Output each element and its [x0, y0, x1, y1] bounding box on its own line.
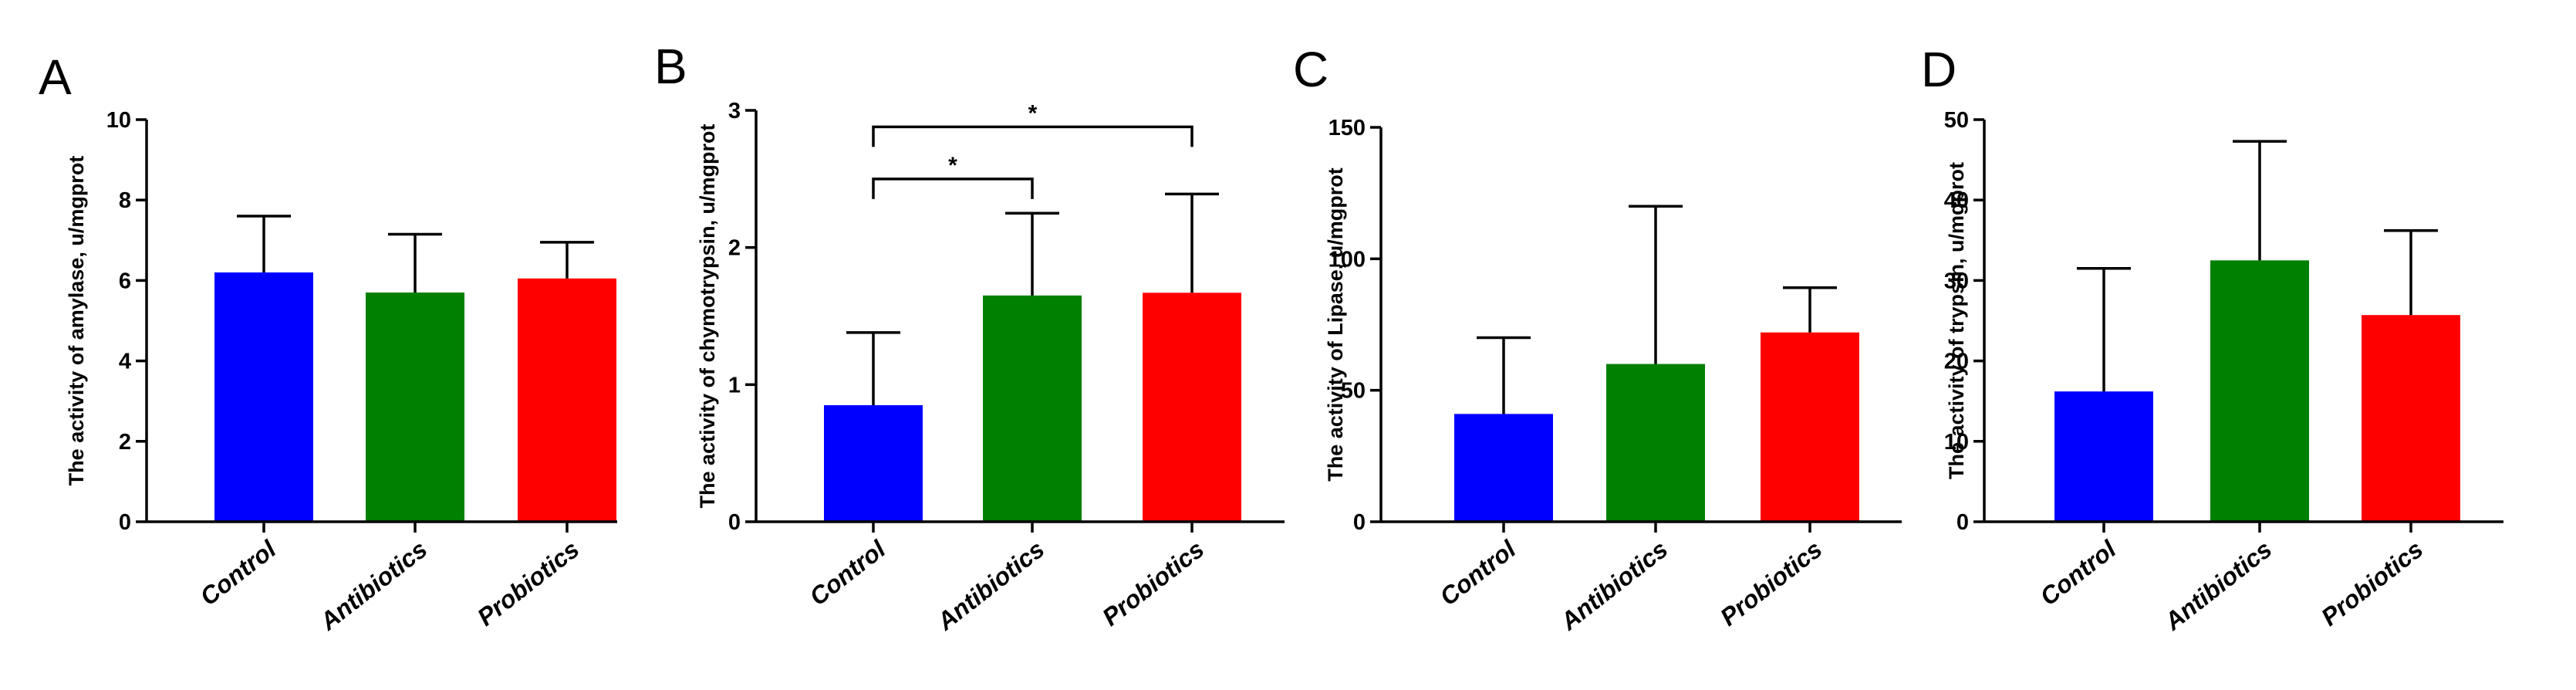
y-tick-label: 30	[1944, 269, 1969, 293]
y-tick-label: 0	[119, 510, 131, 535]
panel-d: D The activity of trypsin, u/mgprot 0 10 20 3…	[1921, 42, 2503, 636]
y-axis-label: The activity of trypsin, u/mgprot	[1945, 162, 1968, 479]
panel-letter: A	[39, 49, 72, 105]
x-tick-label: Antibiotics	[2159, 535, 2277, 636]
x-tick-label: Probiotics	[1097, 535, 1209, 631]
panel-letter: C	[1293, 42, 1329, 97]
y-axis-label: The activity of Lipase, u/mgprot	[1324, 167, 1347, 482]
y-tick-label: 100	[1329, 247, 1366, 272]
x-tick-label: Control	[1435, 534, 1522, 611]
y-axis-label: The activity of chymotrypsin, u/mgprot	[696, 123, 719, 508]
y-tick-label: 1	[728, 373, 741, 397]
y-tick-label: 3	[728, 99, 741, 123]
x-tick-label: Probiotics	[2316, 535, 2428, 631]
y-tick-label: 10	[1944, 430, 1969, 455]
y-tick-label: 0	[1956, 510, 1969, 535]
bar-control	[214, 272, 313, 522]
panel-a: A The activity of amylase, u/mgprot 0 2 4 6 8 1…	[39, 49, 617, 636]
bar-antibiotics	[1606, 364, 1705, 522]
y-tick-label: 20	[1944, 350, 1969, 374]
bar-antibiotics	[983, 295, 1082, 522]
y-tick-label: 4	[119, 350, 131, 374]
y-tick-label: 40	[1944, 188, 1969, 213]
y-tick-label: 50	[1341, 379, 1366, 404]
y-tick-label: 2	[728, 236, 741, 261]
x-tick-label: Probiotics	[1715, 535, 1827, 631]
bar-probiotics	[1143, 293, 1241, 522]
x-tick-label: Control	[805, 534, 892, 611]
y-axis-label: The activity of amylase, u/mgprot	[65, 156, 88, 486]
x-tick-label: Antibiotics	[1555, 535, 1673, 636]
y-tick-label: 50	[1944, 108, 1969, 133]
y-tick-label: 150	[1329, 116, 1366, 140]
bar-antibiotics	[366, 293, 464, 522]
significance-bracket	[872, 125, 1193, 147]
x-tick-label: Antibiotics	[314, 535, 432, 636]
y-tick-label: 6	[119, 269, 131, 293]
panel-letter: B	[654, 39, 687, 94]
bar-probiotics	[2362, 315, 2460, 522]
y-tick-label: 0	[728, 510, 741, 535]
x-tick-label: Control	[195, 534, 282, 611]
bar-control	[824, 404, 923, 522]
x-tick-label: Probiotics	[472, 535, 584, 631]
y-tick-label: 8	[119, 188, 131, 213]
x-tick-label: Antibiotics	[931, 535, 1049, 636]
bar-antibiotics	[2210, 260, 2309, 522]
y-tick-label: 0	[1353, 510, 1366, 535]
bar-probiotics	[518, 278, 616, 522]
bar-control	[1454, 414, 1553, 522]
y-tick-label: 10	[106, 108, 131, 133]
x-tick-label: Control	[2035, 534, 2122, 611]
bar-probiotics	[1761, 332, 1859, 522]
bar-control	[2054, 391, 2153, 522]
y-tick-label: 2	[119, 430, 131, 455]
panel-letter: D	[1921, 42, 1956, 97]
panel-c: C The activity of Lipase, u/mgprot 0 50 100 1…	[1293, 42, 1902, 636]
significance-star: *	[1028, 100, 1038, 126]
significance-star: *	[948, 153, 957, 178]
significance-bracket	[872, 178, 1034, 199]
panel-b: B The activity of chymotrypsin, u/mgprot 0…	[654, 39, 1285, 636]
